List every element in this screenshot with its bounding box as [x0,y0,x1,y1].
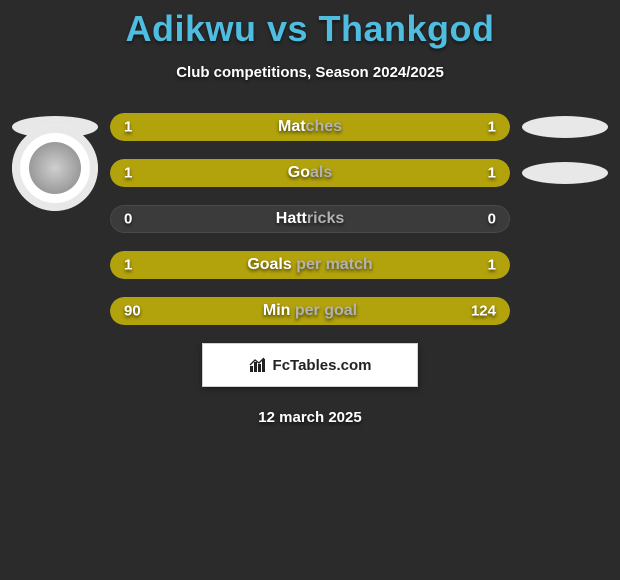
stat-right-value: 1 [488,165,496,182]
date-text: 12 march 2025 [0,409,620,426]
stats-table: 1 1 Matches 1 1 Goals [0,113,620,325]
stat-left-value: 0 [124,211,132,228]
right-side-slot [510,162,620,184]
stat-left-value: 1 [124,119,132,136]
page-title: Adikwu vs Thankgod [0,0,620,50]
stat-right-value: 0 [488,211,496,228]
stat-bar: 0 0 Hattricks [110,205,510,233]
stat-left-value: 1 [124,165,132,182]
subtitle: Club competitions, Season 2024/2025 [0,64,620,81]
chart-icon [249,356,267,374]
stat-left-value: 90 [124,303,141,320]
stat-row: 1 1 Goals [0,159,620,187]
player-b-name: Thankgod [319,8,495,49]
stat-label: Goals per match [247,256,372,274]
stat-bar: 1 1 Matches [110,113,510,141]
stat-right-value: 124 [471,303,496,320]
player-b-logo-placeholder [522,162,608,184]
stat-bar: 1 1 Goals [110,159,510,187]
stat-label: Min per goal [263,302,357,320]
right-side-slot [510,116,620,138]
stat-bar: 90 124 Min per goal [110,297,510,325]
stat-bar: 1 1 Goals per match [110,251,510,279]
player-a-name: Adikwu [125,8,256,49]
vs-text: vs [267,8,308,49]
stat-label: Matches [278,118,342,136]
stat-right-value: 1 [488,257,496,274]
player-b-logo-placeholder [522,116,608,138]
bar-left-fill [110,159,310,187]
bar-right-fill [310,159,510,187]
stat-row: 0 0 Hattricks [0,205,620,233]
stat-row: 1 1 Goals per match [0,251,620,279]
stat-left-value: 1 [124,257,132,274]
left-side-slot [0,135,110,211]
stat-row: 90 124 Min per goal [0,297,620,325]
attribution-badge[interactable]: FcTables.com [202,343,418,387]
attribution-text: FcTables.com [273,357,372,374]
stat-label: Goals [288,164,332,182]
stat-right-value: 1 [488,119,496,136]
club-badge-icon [12,125,98,211]
stat-label: Hattricks [276,210,344,228]
